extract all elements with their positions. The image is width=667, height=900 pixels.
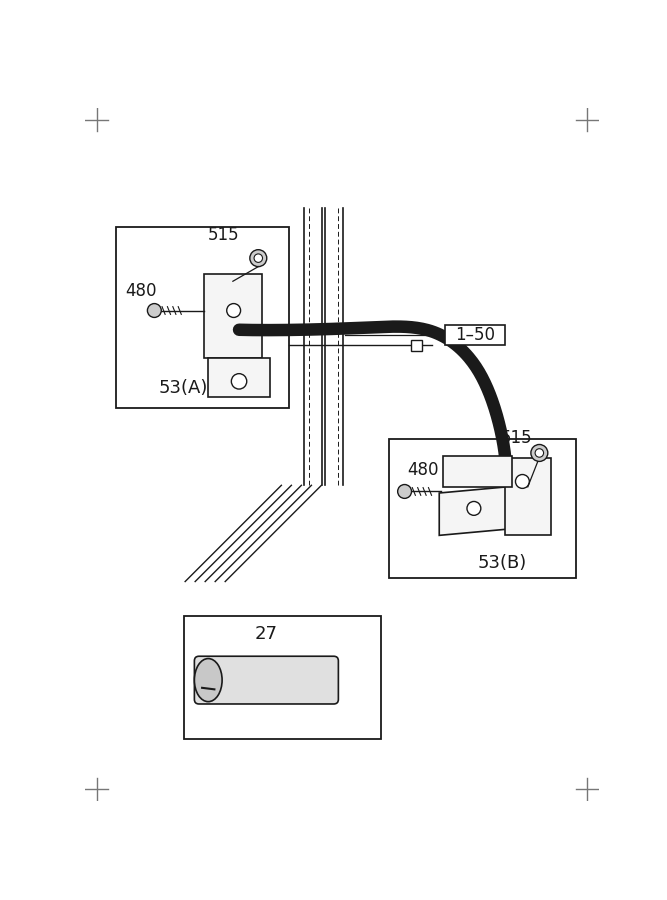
Polygon shape (440, 485, 524, 536)
Bar (443, 456, 512, 487)
Bar (446, 325, 505, 346)
Circle shape (535, 449, 544, 457)
Circle shape (231, 374, 247, 389)
Text: 515: 515 (208, 227, 240, 245)
Circle shape (398, 484, 412, 499)
Bar (183, 616, 382, 740)
Bar (505, 458, 551, 536)
Bar (208, 358, 270, 397)
Text: 27: 27 (254, 626, 277, 644)
Circle shape (254, 254, 263, 263)
Circle shape (147, 303, 161, 318)
Circle shape (467, 501, 481, 516)
Bar (204, 274, 262, 358)
Text: 480: 480 (125, 283, 157, 301)
Text: 515: 515 (501, 429, 532, 447)
Text: 480: 480 (407, 461, 438, 479)
Bar (411, 340, 422, 350)
Circle shape (250, 249, 267, 266)
Text: 53(B): 53(B) (478, 554, 527, 572)
Ellipse shape (194, 659, 222, 702)
Circle shape (531, 445, 548, 462)
Circle shape (516, 474, 530, 489)
Bar (389, 439, 576, 578)
Circle shape (227, 303, 241, 318)
FancyBboxPatch shape (194, 656, 338, 704)
Text: 1–50: 1–50 (455, 326, 495, 344)
Text: 53(A): 53(A) (158, 379, 207, 397)
Bar (116, 228, 289, 409)
